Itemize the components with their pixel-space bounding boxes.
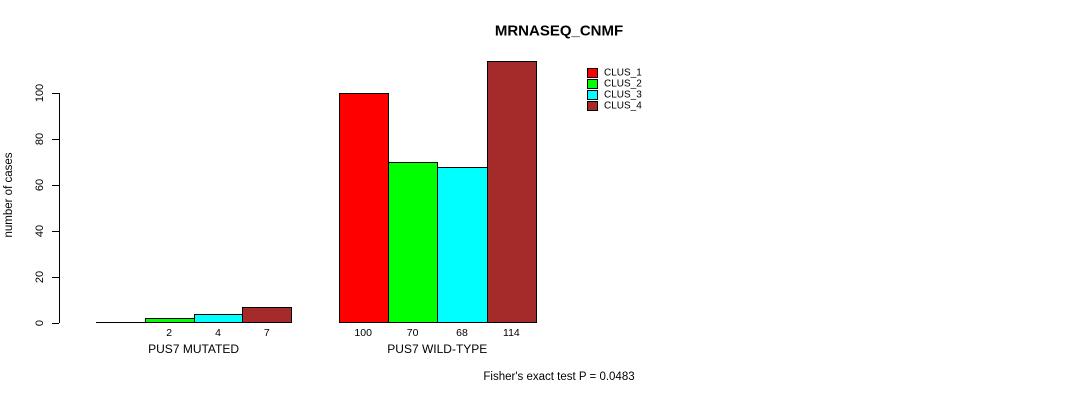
bar-value-label: 70 [406,327,419,339]
y-axis-line [59,93,60,323]
bar-clus_4 [242,306,293,323]
y-tick-label: 80 [34,132,46,146]
y-tick [52,185,59,186]
y-tick-label: 40 [34,224,46,238]
y-tick [52,277,59,278]
y-tick-label: 100 [34,83,46,103]
x-category-label: PUS7 WILD-TYPE [387,342,488,356]
y-tick [52,139,59,140]
legend-label: CLUS_2 [604,78,642,90]
y-tick [52,323,59,324]
legend-swatch [587,67,598,78]
y-tick-label: 0 [34,319,46,327]
bar-value-label: 114 [503,327,520,339]
y-tick-label: 60 [34,178,46,192]
bar-clus_1 [338,93,389,323]
legend-swatch [587,101,598,112]
legend-swatch [587,78,598,89]
bar-clus_3 [437,166,488,323]
bar-value-label: 7 [263,327,270,339]
y-axis-label: number of cases [3,152,15,238]
y-tick [52,231,59,232]
legend-label: CLUS_3 [604,89,642,101]
annotation-text: Fisher's exact test P = 0.0483 [483,371,635,383]
bar-clus_4 [486,60,538,323]
legend-label: CLUS_4 [604,100,642,112]
y-tick-label: 20 [34,270,46,284]
chart-title: MRNASEQ_CNMF [494,22,624,40]
bar-clus_2 [144,318,195,323]
bar-value-label: 68 [456,327,468,339]
bar-clus_3 [193,313,244,323]
bar-value-label: 100 [354,327,372,339]
legend-label: CLUS_1 [604,67,642,78]
legend-swatch [587,89,598,100]
bar-value-label: 2 [166,327,173,339]
y-tick [52,93,59,94]
bar-clus_2 [387,162,439,323]
x-category-label: PUS7 MUTATED [148,342,240,356]
bar-value-label: 4 [215,327,221,339]
bar-zero-clus_1 [96,322,146,323]
